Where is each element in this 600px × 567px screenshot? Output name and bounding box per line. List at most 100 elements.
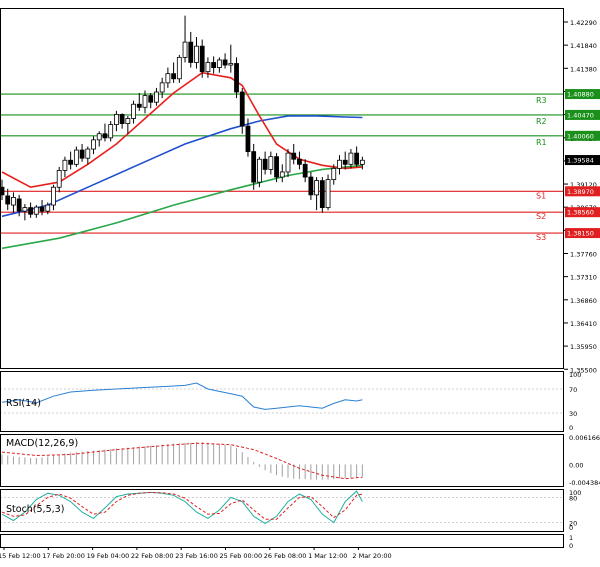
candle-bear xyxy=(239,91,245,127)
pivot-price-tag xyxy=(565,130,600,141)
candle-bear xyxy=(308,176,314,196)
rsi-tick-label: 100 xyxy=(569,371,581,379)
macd-tick-label: 0.00 xyxy=(569,461,583,469)
pivot-price-tag xyxy=(565,207,600,218)
x-tick-label: 22 Feb 08:00 xyxy=(131,552,174,560)
x-tick-label: 15 Feb 12:00 xyxy=(0,552,41,560)
moving-averages-layer xyxy=(1,71,363,250)
candle-bear xyxy=(28,207,34,215)
price-tick-label: 1.35950 xyxy=(570,343,597,351)
candle-bear xyxy=(148,95,154,103)
macd-label: MACD(12,26,9) xyxy=(6,438,78,449)
pivot-levels-layer xyxy=(0,93,564,234)
rsi-label: RSI(14) xyxy=(6,398,41,409)
candle-bull xyxy=(359,159,365,165)
price-tick-label: 1.39120 xyxy=(570,181,597,189)
candle-bull xyxy=(22,207,28,212)
candle-bear xyxy=(342,159,348,165)
candle-bear xyxy=(16,198,22,212)
pivot-price-tag-text: 1.38970 xyxy=(567,188,594,196)
price-tick-label: 1.41380 xyxy=(570,65,597,73)
axes-layer: 1.422901.418401.413801.409301.404701.400… xyxy=(0,8,600,560)
candle-bull xyxy=(268,156,274,170)
macd-signal-line xyxy=(1,442,363,480)
price-panel-frame xyxy=(0,8,564,369)
candle-bull xyxy=(228,63,234,66)
candle-bear xyxy=(79,149,85,159)
volume-panel-frame xyxy=(0,534,564,548)
volume-tick-label: 0 xyxy=(569,542,573,550)
candle-bull xyxy=(108,124,114,139)
ma-red-line xyxy=(1,71,363,189)
price-tick-label: 1.42290 xyxy=(570,19,597,27)
pivot-label-r3: R3 xyxy=(536,96,547,105)
x-tick-label: 2 Mar 20:00 xyxy=(352,552,391,560)
candle-bear xyxy=(234,63,239,93)
pivot-label-s3: S3 xyxy=(536,233,546,242)
candle-bull xyxy=(279,171,285,178)
stoch-tick-label: 20 xyxy=(569,520,577,528)
candle-bull xyxy=(348,152,354,165)
pivot-label-s1: S1 xyxy=(536,191,546,200)
candle-bull xyxy=(131,103,136,119)
candle-bull xyxy=(11,197,16,206)
candle-bull xyxy=(165,73,171,84)
stoch-signal-line xyxy=(1,491,363,520)
pivot-price-tag-text: 1.40470 xyxy=(567,111,594,119)
rsi-panel-frame xyxy=(0,371,564,432)
x-tick-label: 25 Feb 00:00 xyxy=(220,552,263,560)
price-tick-label: 1.41840 xyxy=(570,42,597,50)
indicators-layer xyxy=(1,382,363,524)
candle-bull xyxy=(62,159,68,171)
candle-bull xyxy=(256,158,262,183)
candle-bear xyxy=(222,59,228,66)
candle-bear xyxy=(188,41,194,63)
candle-bull xyxy=(45,204,51,212)
candle-bear xyxy=(171,73,177,80)
macd-tick-label: 0.006166 xyxy=(569,434,600,442)
candle-bull xyxy=(182,41,188,58)
candle-bull xyxy=(73,149,79,165)
candle-bear xyxy=(319,180,325,209)
candle-bear xyxy=(68,159,74,165)
rsi-tick-label: 0 xyxy=(569,424,573,432)
candle-bull xyxy=(96,133,102,141)
candles-layer xyxy=(0,15,365,221)
candle-bear xyxy=(291,152,297,160)
stoch-tick-label: 100 xyxy=(569,489,581,497)
candle-bear xyxy=(0,186,5,196)
rsi-tick-label: 30 xyxy=(569,410,577,418)
pivot-price-tag-text: 1.40880 xyxy=(567,91,594,99)
candle-bull xyxy=(91,139,96,150)
pivot-price-tag xyxy=(565,186,600,197)
x-tick-label: 23 Feb 16:00 xyxy=(175,552,218,560)
price-tick-label: 1.35500 xyxy=(570,366,597,374)
candle-bull xyxy=(51,186,56,206)
rsi-line xyxy=(1,382,363,410)
candle-bear xyxy=(262,158,268,170)
stoch-label: Stoch(5,5,3) xyxy=(6,504,64,515)
pivot-price-tag-text: 1.38150 xyxy=(567,230,594,238)
ma-green-line xyxy=(1,164,363,250)
pivot-price-tag xyxy=(565,228,600,239)
price-tick-label: 1.37760 xyxy=(570,251,597,259)
candle-bull xyxy=(194,45,199,63)
candle-bear xyxy=(39,206,45,212)
candle-bull xyxy=(314,180,320,196)
stoch-panel-frame xyxy=(0,489,564,532)
candle-bull xyxy=(85,148,91,159)
x-tick-label: 19 Feb 04:00 xyxy=(87,552,130,560)
stoch-main-line xyxy=(1,490,363,524)
price-tick-label: 1.36410 xyxy=(570,320,597,328)
pivot-price-tag-text: 1.38560 xyxy=(567,209,594,217)
ma-blue-line xyxy=(1,115,363,218)
candle-bull xyxy=(114,114,119,126)
candle-bull xyxy=(176,56,182,80)
candle-bull xyxy=(125,118,131,124)
candle-bull xyxy=(142,95,148,108)
stoch-tick-label: 0 xyxy=(569,524,573,532)
x-tick-label: 17 Feb 20:00 xyxy=(42,552,85,560)
volume-tick-label: 1 xyxy=(569,534,573,542)
